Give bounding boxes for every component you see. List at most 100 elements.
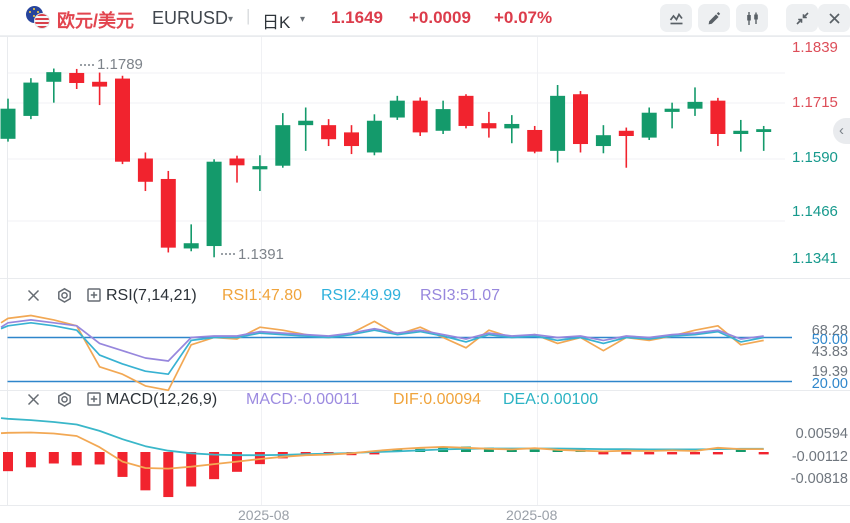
macd-histogram-bar xyxy=(735,449,746,452)
macd-add-indicator-icon[interactable] xyxy=(84,389,104,409)
header-separator: | xyxy=(246,6,251,25)
macd-histogram-bar xyxy=(483,447,494,452)
candle-body xyxy=(527,129,543,152)
period-dropdown-caret-icon[interactable]: ▾ xyxy=(300,14,306,25)
rsi-level-label: 20.00 xyxy=(811,376,848,392)
candle-body xyxy=(69,72,85,83)
macd-axis-label: 0.00594 xyxy=(795,426,848,442)
macd-line-dea xyxy=(0,417,764,457)
dea-value: DEA:0.00100 xyxy=(503,391,599,408)
candle-body xyxy=(573,94,588,145)
macd-settings-gear-icon[interactable] xyxy=(54,389,74,409)
candlestick-icon[interactable] xyxy=(736,4,768,32)
x-axis-date-label: 2025-08 xyxy=(506,507,558,523)
rsi-axis-label: 68.28 xyxy=(811,323,848,339)
low-annotation: 1.1391 xyxy=(238,246,284,263)
candle-body xyxy=(137,158,153,182)
macd-histogram-bar xyxy=(254,452,265,465)
collapse-icon[interactable] xyxy=(786,4,818,32)
candle-body xyxy=(756,129,772,132)
macd-close-icon[interactable] xyxy=(23,389,43,409)
macd-histogram-bar xyxy=(3,452,13,472)
rsi-settings-gear-icon[interactable] xyxy=(54,285,74,305)
candle-body xyxy=(389,100,405,118)
candle-body xyxy=(23,82,39,116)
candle-body xyxy=(298,120,314,126)
rsi3-value: RSI3:51.07 xyxy=(420,287,501,304)
candle-body xyxy=(412,100,428,133)
candle-body xyxy=(46,72,62,82)
pair-name-cn: 欧元/美元 xyxy=(57,11,135,31)
panel-collapse-handle[interactable]: ‹ xyxy=(833,118,850,144)
candle-body xyxy=(252,166,268,170)
rsi-add-indicator-icon[interactable] xyxy=(84,285,104,305)
macd-histogram-bar xyxy=(712,452,723,455)
macd-histogram-bar xyxy=(667,452,678,455)
candle-body xyxy=(229,158,245,166)
candle-body xyxy=(641,112,657,138)
candle-body xyxy=(618,130,634,136)
rsi-axis-label: 19.39 xyxy=(811,364,848,380)
macd-axis-label: -0.00112 xyxy=(791,449,848,465)
macd-histogram-bar xyxy=(758,452,769,455)
eu-us-flag-icon xyxy=(26,6,52,30)
macd-histogram-bar xyxy=(48,452,59,464)
macd-histogram-bar xyxy=(94,452,105,465)
macd-histogram-bar xyxy=(644,452,655,455)
macd-histogram-bar xyxy=(506,448,517,452)
price-axis-label: 1.1590 xyxy=(792,149,838,166)
candle-body xyxy=(275,125,291,166)
draw-pencil-icon[interactable] xyxy=(698,4,730,32)
price-axis-label: 1.1715 xyxy=(792,94,838,111)
price-axis-label: 1.1466 xyxy=(792,203,838,220)
period-selector[interactable]: 日K xyxy=(262,13,291,32)
macd-histogram-bar xyxy=(25,452,36,468)
macd-histogram-bar xyxy=(71,452,82,466)
macd-axis-label: -0.00818 xyxy=(790,471,848,487)
indicator-line-icon[interactable] xyxy=(660,4,692,32)
macd-histogram-bar xyxy=(117,452,128,477)
candle-body xyxy=(504,123,520,129)
rsi2-value: RSI2:49.99 xyxy=(321,287,402,304)
high-annotation: 1.1789 xyxy=(97,56,143,73)
candle-body xyxy=(160,178,176,248)
price-change-percent: +0.07% xyxy=(494,8,553,27)
rsi-line-rsi2 xyxy=(0,321,764,376)
x-axis-date-label: 2025-08 xyxy=(238,507,290,523)
candle-body xyxy=(550,95,566,151)
candle-body xyxy=(115,78,130,162)
pair-dropdown-caret-icon[interactable]: ▾ xyxy=(228,14,234,25)
macd-histogram-bar xyxy=(598,452,609,455)
close-icon[interactable] xyxy=(818,4,850,32)
pair-code[interactable]: EURUSD xyxy=(152,8,229,28)
candle-body xyxy=(206,161,222,247)
last-price: 1.1649 xyxy=(331,8,383,27)
price-axis-label: 1.1341 xyxy=(792,250,838,267)
macd-value: MACD:-0.00011 xyxy=(246,391,360,408)
macd-histogram-bar xyxy=(369,452,380,455)
price-axis-label: 1.1839 xyxy=(792,39,838,56)
macd-title[interactable]: MACD(12,26,9) xyxy=(106,391,218,408)
macd-histogram-bar xyxy=(140,452,151,491)
rsi-title[interactable]: RSI(7,14,21) xyxy=(106,287,197,304)
candle-body xyxy=(710,100,726,134)
macd-histogram-bar xyxy=(163,452,174,498)
low-annotation-leader xyxy=(221,253,235,255)
macd-histogram-bar xyxy=(529,449,540,452)
candle-body xyxy=(664,108,680,112)
chart-header: 欧元/美元 EURUSD ▾ | 日K ▾ 1.1649 +0.0009 +0.… xyxy=(0,0,850,36)
candle-body xyxy=(344,132,359,147)
candle-body xyxy=(733,130,749,134)
rsi1-value: RSI1:47.80 xyxy=(222,287,303,304)
rsi-axis-label: 43.83 xyxy=(811,344,848,360)
candle-body xyxy=(481,123,497,129)
candle-body xyxy=(321,125,337,140)
rsi-close-icon[interactable] xyxy=(23,285,43,305)
candle-body xyxy=(435,109,451,131)
price-change: +0.0009 xyxy=(409,8,471,27)
high-annotation-leader xyxy=(80,64,94,66)
rsi-line-rsi1 xyxy=(0,314,764,392)
macd-histogram-bar xyxy=(690,452,700,455)
